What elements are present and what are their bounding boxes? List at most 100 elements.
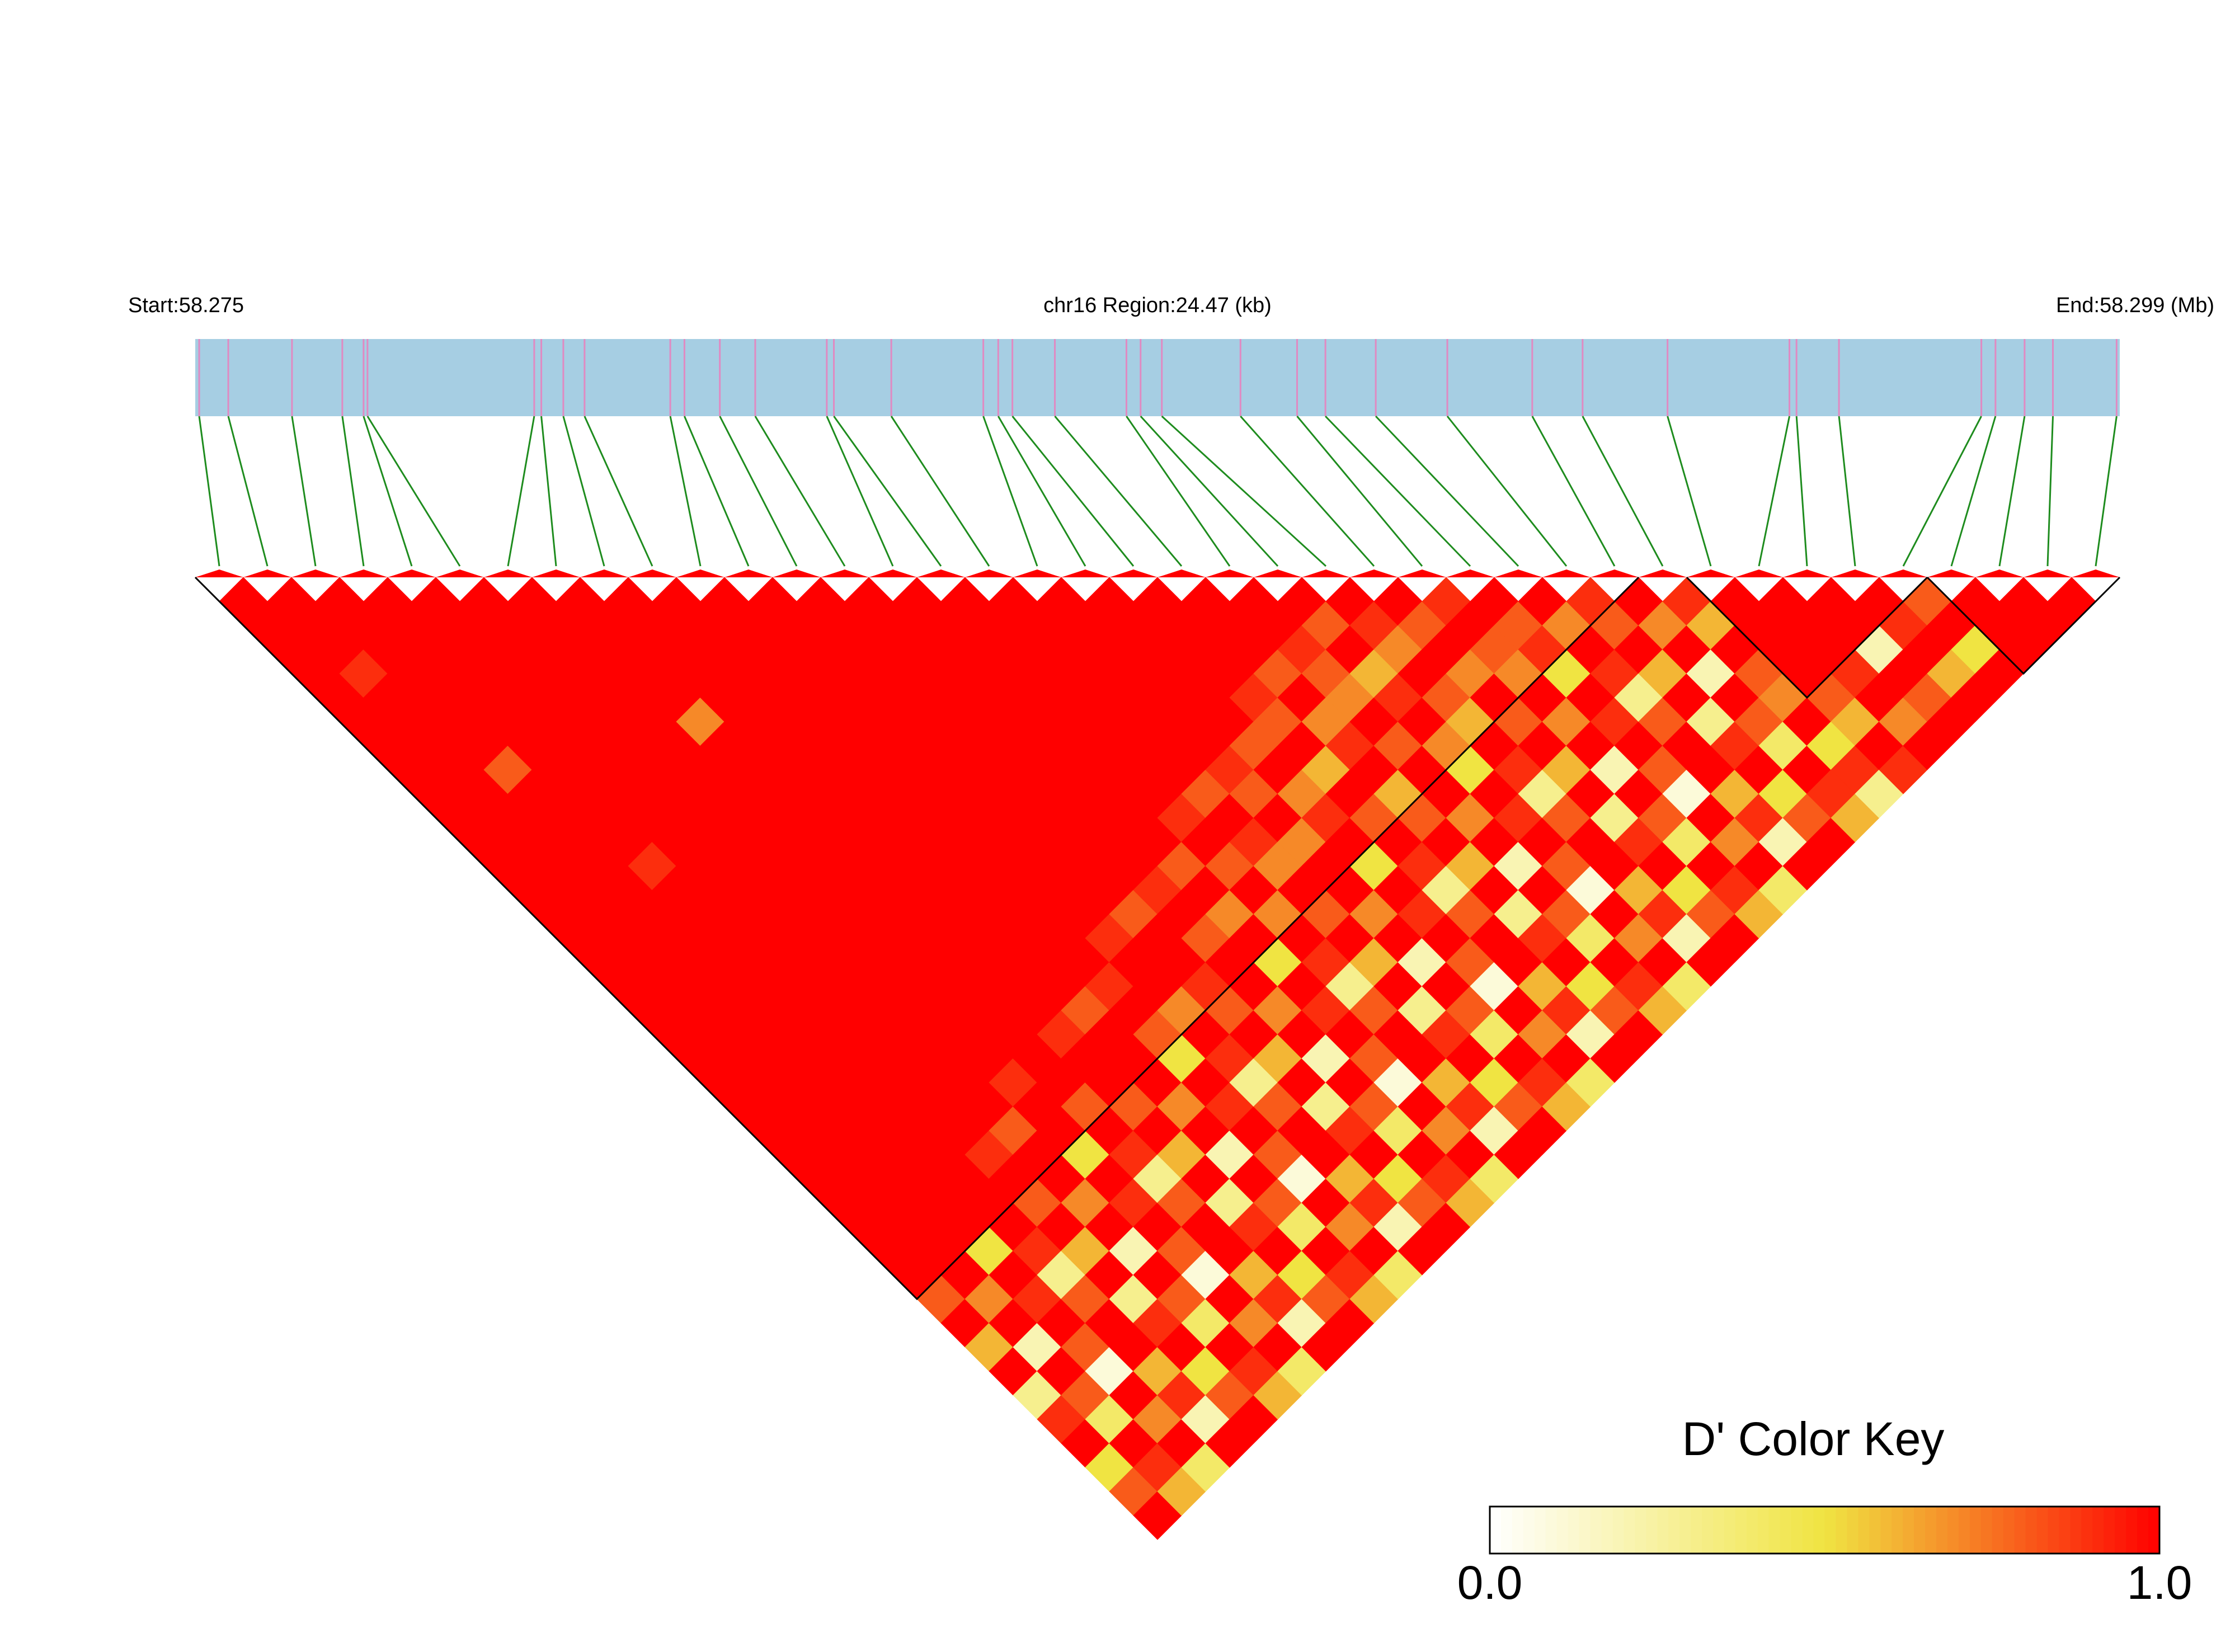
color-key-swatch [2003, 1507, 2015, 1554]
color-key-swatch [1713, 1507, 1725, 1554]
color-key-tick-label: 0.0 [1457, 1556, 1523, 1609]
snp-marker [1639, 570, 1687, 577]
snp-connector [584, 416, 653, 567]
color-key-swatch [1635, 1507, 1646, 1554]
snp-connector [890, 416, 990, 567]
snp-marker [1350, 570, 1398, 577]
color-key-tick-label: 1.0 [2127, 1556, 2192, 1609]
color-key-swatch [2126, 1507, 2138, 1554]
snp-connector [1296, 416, 1423, 567]
start-label: Start:58.275 [128, 294, 244, 317]
color-key-swatch [2081, 1507, 2093, 1554]
color-key-swatch [1992, 1507, 2004, 1554]
snp-marker [291, 570, 340, 577]
color-key-swatch [2048, 1507, 2060, 1554]
snp-marker [1783, 570, 1831, 577]
color-key-swatch [1925, 1507, 1937, 1554]
snp-marker [484, 570, 532, 577]
snp-connector [997, 416, 1086, 567]
color-key-swatch [1624, 1507, 1635, 1554]
snp-connector [1446, 416, 1568, 567]
color-key-swatch [1880, 1507, 1892, 1554]
snp-connector [1161, 415, 1327, 567]
snp-marker [532, 570, 580, 577]
snp-connector [227, 416, 269, 567]
snp-connector [669, 416, 702, 567]
snp-marker [580, 570, 628, 577]
color-key-swatch [1969, 1507, 1982, 1554]
snp-marker [724, 570, 773, 577]
snp-marker [1831, 570, 1879, 577]
color-key-swatch [1824, 1507, 1837, 1554]
snp-marker [1687, 570, 1735, 577]
color-key-swatch [1858, 1507, 1870, 1554]
color-key-swatch [1556, 1507, 1569, 1554]
color-key-swatch [2148, 1507, 2160, 1554]
snp-connector [1325, 415, 1471, 567]
snp-marker [2024, 570, 2072, 577]
color-key-swatch [2059, 1507, 2071, 1554]
snp-marker [965, 570, 1013, 577]
snp-connector [363, 416, 413, 567]
color-key-swatch [1903, 1507, 1914, 1554]
snp-connector [1950, 416, 1997, 567]
snp-connector [2046, 416, 2054, 567]
snp-connector [507, 416, 535, 567]
color-key-swatch [1813, 1507, 1825, 1554]
color-key-swatch [1646, 1507, 1658, 1554]
snp-marker [917, 570, 965, 577]
snp-marker [1254, 570, 1302, 577]
snp-connector [719, 416, 798, 567]
color-key-swatch [2014, 1507, 2026, 1554]
snp-marker [1158, 570, 1206, 577]
snp-marker [821, 570, 869, 577]
snp-connector [1582, 416, 1664, 567]
snp-marker [195, 570, 243, 577]
snp-connector [1375, 415, 1519, 567]
color-key-swatch [2025, 1507, 2038, 1554]
snp-connector [826, 416, 894, 567]
color-key-swatch [1768, 1507, 1781, 1554]
snp-marker [340, 570, 388, 577]
snp-connector [341, 416, 365, 567]
end-label: End:58.299 (Mb) [2056, 294, 2214, 317]
snp-connector [1838, 416, 1856, 567]
color-key-swatch [1958, 1507, 1970, 1554]
color-key-swatch [1836, 1507, 1847, 1554]
snp-marker [1735, 570, 1783, 577]
snp-connector [1998, 416, 2026, 567]
snp-connector [833, 416, 942, 567]
snp-marker [243, 570, 291, 577]
color-key-swatch [1691, 1507, 1702, 1554]
color-key-swatch [1579, 1507, 1591, 1554]
snp-connector [1140, 415, 1279, 567]
color-key-swatch [1735, 1507, 1747, 1554]
snp-connector [684, 416, 750, 567]
color-key-swatch [1590, 1507, 1602, 1554]
snp-marker [1398, 570, 1446, 577]
color-key-frame [1489, 1505, 2161, 1555]
color-key-swatch [1545, 1507, 1558, 1554]
snp-marker [1109, 570, 1158, 577]
color-key-swatch [1780, 1507, 1792, 1554]
snp-marker [1975, 570, 2024, 577]
snp-connector [291, 416, 317, 567]
color-key-swatch [1612, 1507, 1624, 1554]
color-key-swatch [1746, 1507, 1758, 1554]
color-key-swatch [1534, 1507, 1546, 1554]
color-key-swatch [1791, 1507, 1803, 1554]
color-key-swatch [1500, 1507, 1513, 1554]
snp-connector [1758, 416, 1791, 567]
color-key-swatch [1601, 1507, 1613, 1554]
color-key-swatch [2104, 1507, 2115, 1554]
snp-marker [869, 570, 917, 577]
snp-connector [1126, 416, 1231, 567]
color-key-swatch [2137, 1507, 2149, 1554]
snp-marker [1446, 570, 1494, 577]
snp-marker [1879, 570, 1927, 577]
snp-marker [1302, 570, 1350, 577]
snp-connector [562, 416, 605, 567]
region-bar [195, 339, 2120, 416]
snp-marker [1061, 570, 1109, 577]
snp-marker [1542, 570, 1591, 577]
